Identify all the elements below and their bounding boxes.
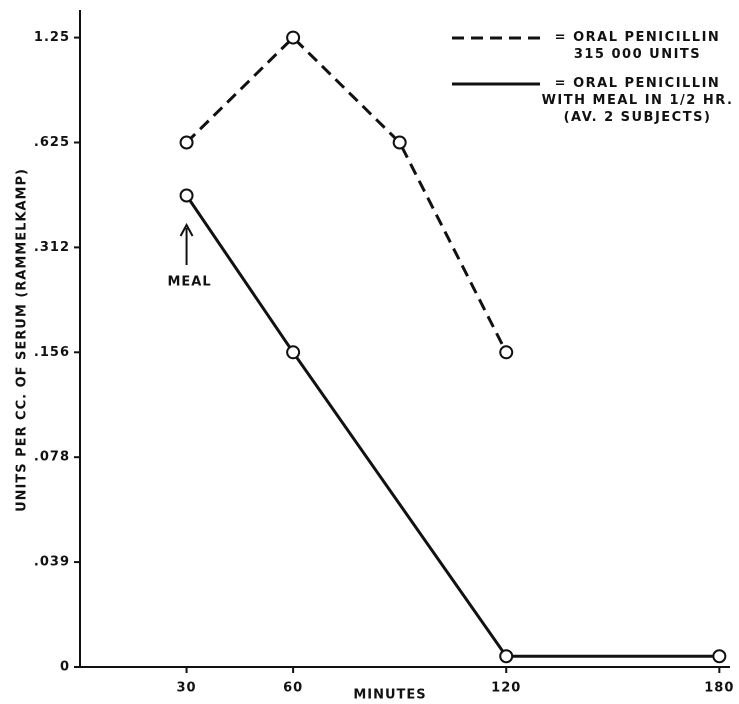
y-tick-label: .625 <box>34 135 70 150</box>
x-tick-label: 180 <box>704 681 734 696</box>
data-point <box>179 135 194 150</box>
data-point <box>392 135 407 150</box>
y-tick-label: 1.25 <box>34 30 70 45</box>
data-point <box>712 649 727 664</box>
annotation: MEAL <box>167 275 211 290</box>
data-point <box>286 30 301 45</box>
y-tick-label: .039 <box>34 555 70 570</box>
data-point <box>286 345 301 360</box>
x-tick-label: 60 <box>283 681 303 696</box>
x-axis-label: MINUTES <box>353 688 426 703</box>
y-tick-label: .156 <box>34 345 70 360</box>
series-line <box>185 194 720 658</box>
annotation-arrowhead <box>179 222 194 237</box>
legend-label: = ORAL PENICILLIN WITH MEAL IN 1/2 HR. (… <box>541 76 734 125</box>
y-tick-label: .312 <box>34 240 70 255</box>
y-axis-label: UNITS PER CC. OF SERUM (RAMMELKAMP) <box>15 168 30 512</box>
y-tick-label: 0 <box>60 660 70 675</box>
x-tick-label: 30 <box>177 681 197 696</box>
data-point <box>499 345 514 360</box>
data-point <box>179 188 194 203</box>
data-point <box>499 649 514 664</box>
y-tick-label: .078 <box>34 450 70 465</box>
legend-label: = ORAL PENICILLIN 315 000 UNITS <box>554 30 721 62</box>
x-tick-label: 120 <box>491 681 521 696</box>
